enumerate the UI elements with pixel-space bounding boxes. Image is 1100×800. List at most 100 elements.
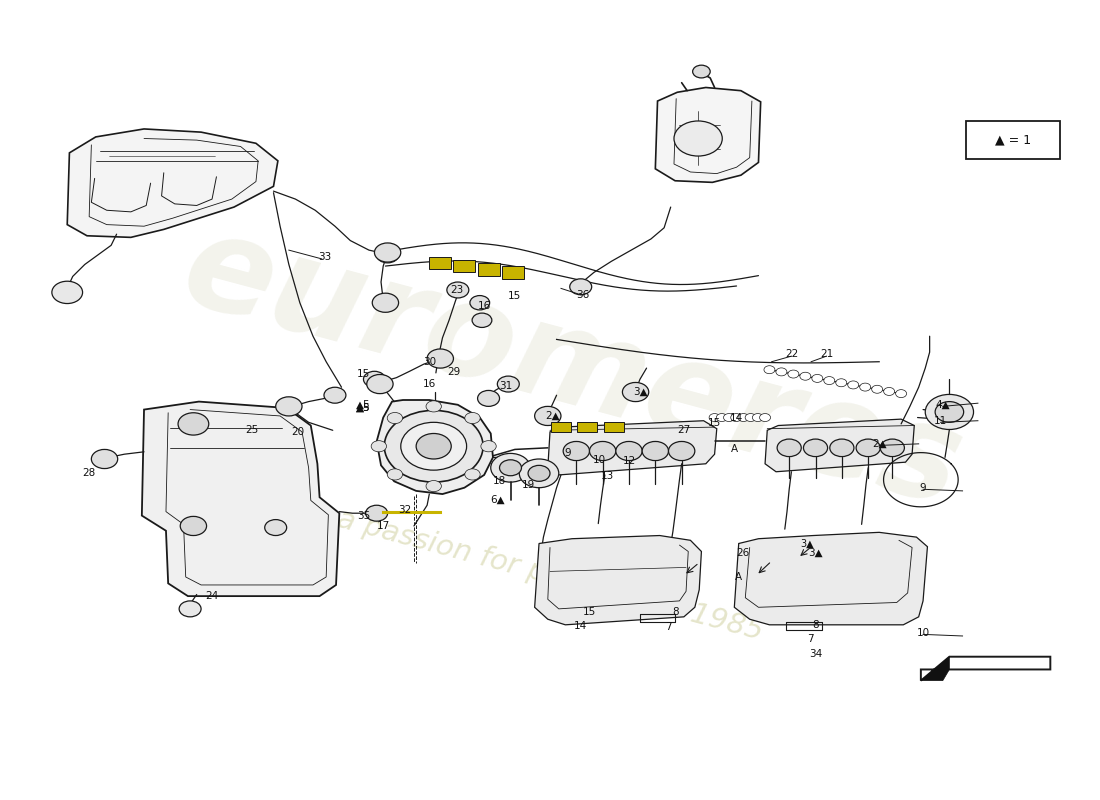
Circle shape — [693, 65, 711, 78]
Text: 20: 20 — [292, 427, 305, 437]
Text: 10: 10 — [916, 628, 930, 638]
Text: 2▲: 2▲ — [544, 411, 560, 421]
Circle shape — [616, 442, 642, 461]
Text: 16: 16 — [477, 301, 491, 311]
Circle shape — [563, 442, 590, 461]
Circle shape — [925, 394, 974, 430]
Text: 19: 19 — [521, 479, 535, 490]
Circle shape — [180, 516, 207, 535]
Circle shape — [590, 442, 616, 461]
Circle shape — [829, 439, 854, 457]
Text: 9: 9 — [564, 448, 571, 458]
Text: 31: 31 — [499, 381, 513, 390]
Text: 32: 32 — [398, 505, 411, 515]
Text: 4▲: 4▲ — [935, 400, 950, 410]
Circle shape — [465, 413, 481, 424]
Circle shape — [752, 414, 763, 422]
Text: euromeres: euromeres — [169, 203, 975, 533]
Polygon shape — [535, 535, 702, 625]
Bar — [551, 422, 571, 432]
Bar — [604, 422, 624, 432]
Circle shape — [724, 414, 735, 422]
Text: 15: 15 — [708, 418, 722, 428]
Circle shape — [366, 374, 393, 394]
Circle shape — [276, 397, 303, 416]
Circle shape — [935, 402, 964, 422]
Circle shape — [803, 439, 827, 457]
Text: 25: 25 — [245, 426, 258, 435]
Text: 14: 14 — [730, 414, 744, 423]
Text: 30: 30 — [422, 357, 436, 366]
Text: 6▲: 6▲ — [490, 494, 505, 505]
Circle shape — [265, 519, 287, 535]
Text: 8: 8 — [812, 620, 818, 630]
Text: 15: 15 — [356, 370, 370, 379]
Text: 24: 24 — [206, 591, 219, 601]
Circle shape — [860, 383, 871, 391]
Text: 28: 28 — [82, 468, 96, 478]
Text: 17: 17 — [376, 521, 389, 531]
FancyBboxPatch shape — [966, 121, 1060, 159]
Circle shape — [372, 293, 398, 312]
Circle shape — [716, 414, 727, 422]
Circle shape — [384, 410, 483, 482]
Circle shape — [477, 390, 499, 406]
Circle shape — [178, 413, 209, 435]
Circle shape — [764, 366, 774, 374]
Text: 18: 18 — [493, 476, 506, 486]
Circle shape — [642, 442, 669, 461]
Circle shape — [374, 243, 400, 262]
Text: 10: 10 — [593, 454, 606, 465]
Circle shape — [738, 414, 749, 422]
Circle shape — [426, 401, 441, 412]
Text: 12: 12 — [623, 455, 636, 466]
Polygon shape — [656, 87, 761, 182]
Circle shape — [760, 414, 770, 422]
Polygon shape — [548, 421, 717, 475]
Circle shape — [535, 406, 561, 426]
Circle shape — [465, 469, 481, 480]
Text: ▲ = 1: ▲ = 1 — [996, 134, 1031, 146]
Circle shape — [52, 282, 82, 303]
Circle shape — [745, 414, 756, 422]
Text: ▲5: ▲5 — [356, 403, 371, 413]
Circle shape — [812, 374, 823, 382]
Circle shape — [363, 371, 385, 387]
Circle shape — [491, 454, 530, 482]
Circle shape — [387, 469, 403, 480]
Bar — [502, 266, 524, 279]
Text: 26: 26 — [737, 548, 750, 558]
Text: ▲5: ▲5 — [356, 400, 371, 410]
Bar — [578, 422, 597, 432]
Text: 8: 8 — [672, 607, 679, 617]
Circle shape — [871, 386, 882, 394]
Text: 7: 7 — [806, 634, 813, 644]
Text: 3▲: 3▲ — [800, 538, 814, 549]
Circle shape — [470, 295, 490, 310]
Circle shape — [883, 387, 894, 395]
Circle shape — [856, 439, 880, 457]
Text: 11: 11 — [934, 416, 947, 426]
Circle shape — [776, 368, 786, 376]
Polygon shape — [735, 532, 927, 625]
Text: 14: 14 — [574, 622, 587, 631]
Bar — [453, 260, 475, 273]
Circle shape — [481, 441, 496, 452]
Text: 21: 21 — [820, 349, 833, 358]
Bar — [477, 263, 499, 276]
Text: 15: 15 — [583, 607, 596, 617]
Text: 9: 9 — [920, 482, 926, 493]
Circle shape — [623, 382, 649, 402]
Circle shape — [519, 459, 559, 488]
Circle shape — [674, 121, 723, 156]
Circle shape — [91, 450, 118, 469]
Text: 33: 33 — [318, 251, 332, 262]
Circle shape — [800, 372, 811, 380]
Circle shape — [836, 378, 847, 386]
Circle shape — [371, 441, 386, 452]
Polygon shape — [376, 400, 493, 494]
Text: 7: 7 — [666, 622, 672, 632]
Bar — [429, 257, 451, 270]
Circle shape — [179, 601, 201, 617]
Text: 27: 27 — [678, 426, 691, 435]
